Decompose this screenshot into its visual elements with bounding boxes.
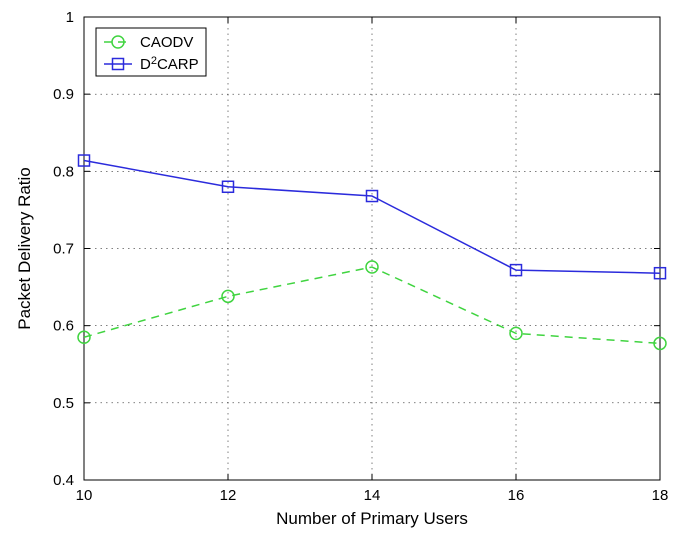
- ytick-label: 0.6: [53, 318, 74, 335]
- ytick-label: 0.4: [53, 472, 74, 489]
- line-chart: 10 12 14 16 18 0.4 0.5 0.6 0.7 0.8 0.9 1 Number of P…: [0, 0, 685, 546]
- ytick-label: 1: [66, 9, 74, 26]
- legend-label: D2CARP: [140, 55, 199, 73]
- ytick-label: 0.9: [53, 86, 74, 103]
- xtick-label: 10: [76, 487, 93, 504]
- x-axis-label: Number of Primary Users: [276, 509, 468, 528]
- legend-label: CAODV: [140, 34, 193, 51]
- xtick-label: 16: [508, 487, 525, 504]
- ytick-label: 0.8: [53, 163, 74, 180]
- xtick-label: 18: [652, 487, 669, 504]
- ytick-label: 0.7: [53, 241, 74, 258]
- chart-container: 10 12 14 16 18 0.4 0.5 0.6 0.7 0.8 0.9 1 Number of P…: [0, 0, 685, 546]
- ytick-label: 0.5: [53, 395, 74, 412]
- y-axis-label: Packet Delivery Ratio: [15, 167, 34, 330]
- xtick-label: 14: [364, 487, 381, 504]
- xtick-label: 12: [220, 487, 237, 504]
